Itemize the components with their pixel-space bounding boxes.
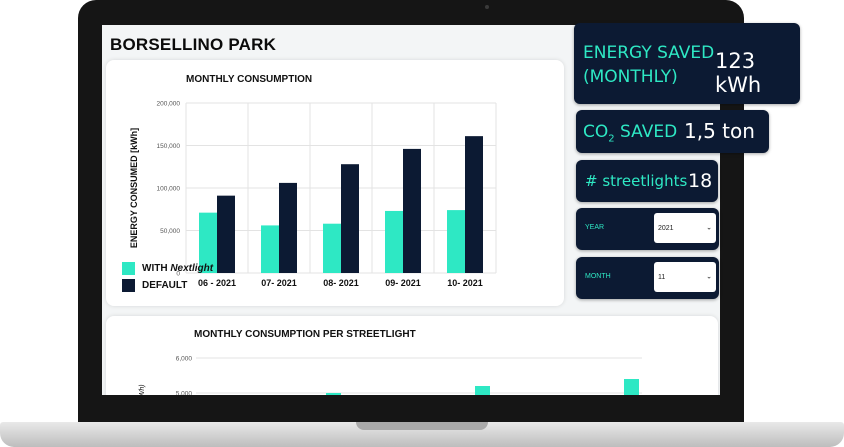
y-axis-title: (Wh) (139, 384, 146, 395)
streetlights-label: # streetlights (585, 172, 688, 190)
chevron-down-icon: ⌄ (706, 273, 712, 281)
y-tick-label: 100,000 (157, 186, 181, 193)
laptop-notch (356, 422, 488, 430)
chevron-down-icon: ⌄ (706, 224, 712, 232)
month-filter-label: MONTH (585, 273, 611, 280)
bar-with-nextlight (261, 225, 279, 273)
year-filter-panel: YEAR 2021 ⌄ (576, 208, 719, 250)
x-tick-label: 06 - 2021 (198, 278, 236, 288)
energy-saved-label: ENERGY SAVED (MONTHLY) (583, 43, 715, 87)
page-title: BORSELLINO PARK (110, 35, 277, 54)
energy-saved-value: 123 kWh (715, 49, 762, 97)
y-tick-label: 200,000 (157, 101, 181, 108)
year-filter-label: YEAR (585, 224, 605, 231)
y-tick-label: 0 (176, 271, 180, 278)
y-axis-title: ENERGY CONSUMED [kWh] (129, 128, 139, 248)
chart-title: MONTHLY CONSUMPTION PER STREETLIGHT (194, 329, 416, 340)
monthly-consumption-card: MONTHLY CONSUMPTION 0 50,000 100,000 150,00… (106, 60, 564, 306)
streetlights-panel: # streetlights 18 (576, 160, 718, 202)
chart-legend: WITH Nextlight DEFAULT (122, 260, 213, 294)
bar-per-streetlight (475, 386, 490, 395)
bar-with-nextlight (323, 223, 341, 273)
chart-title: MONTHLY CONSUMPTION (186, 74, 313, 85)
legend-item-default: DEFAULT (122, 277, 213, 294)
legend-label-default: DEFAULT (142, 280, 188, 291)
x-tick-label: 09- 2021 (385, 278, 421, 288)
y-tick-label: 150,000 (157, 143, 181, 150)
x-tick-label: 10- 2021 (447, 278, 483, 288)
bar-per-streetlight (624, 379, 639, 395)
bar-default (465, 136, 483, 273)
legend-item-with-nextlight: WITH Nextlight (122, 260, 213, 277)
co2-saved-label: CO2 SAVED (583, 122, 678, 145)
co2-saved-value: 1,5 ton (684, 119, 755, 143)
year-select[interactable]: 2021 ⌄ (654, 213, 716, 243)
bar-default (341, 164, 359, 273)
month-filter-panel: MONTH 11 ⌄ (576, 257, 719, 299)
monthly-consumption-chart: 0 50,000 100,000 150,000 200,000 06 - 2021 07-… (129, 101, 497, 288)
x-tick-label: 07- 2021 (261, 278, 297, 288)
y-tick-label: 6,000 (176, 356, 193, 363)
y-tick-label: 50,000 (160, 228, 180, 235)
bar-default (217, 195, 235, 273)
bar-with-nextlight (447, 210, 465, 273)
bar-per-streetlight (326, 393, 341, 395)
per-streetlight-chart: 6,000 5,000 (Wh) (139, 356, 642, 396)
co2-saved-panel: CO2 SAVED 1,5 ton (576, 110, 769, 153)
per-streetlight-card: MONTHLY CONSUMPTION PER STREETLIGHT 6,00… (106, 316, 718, 395)
streetlights-value: 18 (688, 170, 713, 192)
bar-default (279, 182, 297, 273)
legend-swatch-default (122, 279, 135, 292)
month-select[interactable]: 11 ⌄ (654, 262, 716, 292)
legend-label-brand: Nextlight (170, 263, 214, 274)
legend-label-with: WITH (142, 263, 168, 274)
bar-default (403, 148, 421, 273)
bar-with-nextlight (199, 212, 217, 273)
bar-with-nextlight (385, 210, 403, 273)
x-tick-label: 08- 2021 (323, 278, 359, 288)
energy-saved-panel: ENERGY SAVED (MONTHLY) 123 kWh (574, 23, 800, 104)
y-tick-label: 5,000 (176, 391, 193, 396)
camera-icon (485, 5, 489, 9)
legend-swatch-with-nextlight (122, 262, 135, 275)
